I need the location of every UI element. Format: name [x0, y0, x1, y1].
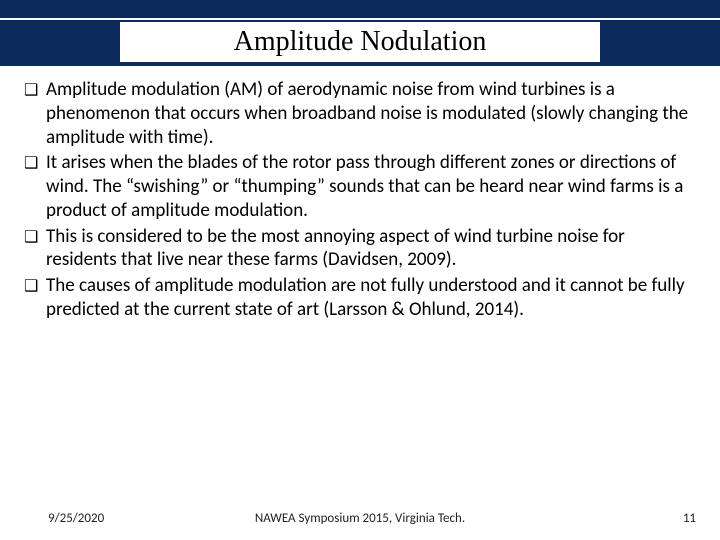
- bullet-text: Amplitude modulation (AM) of aerodynamic…: [46, 78, 696, 149]
- bullet-item: ❑ Amplitude modulation (AM) of aerodynam…: [24, 78, 696, 149]
- footer-venue: NAWEA Symposium 2015, Virginia Tech.: [255, 511, 465, 526]
- bullet-marker-icon: ❑: [24, 225, 46, 273]
- title-band: Amplitude Nodulation: [0, 20, 720, 66]
- bullet-item: ❑ It arises when the blades of the rotor…: [24, 151, 696, 222]
- bullet-text: The causes of amplitude modulation are n…: [46, 274, 696, 322]
- bullet-marker-icon: ❑: [24, 274, 46, 322]
- footer-page-number: 11: [683, 511, 696, 526]
- footer-date: 9/25/2020: [48, 511, 104, 526]
- bullet-item: ❑ This is considered to be the most anno…: [24, 225, 696, 273]
- bullet-marker-icon: ❑: [24, 78, 46, 149]
- content-area: ❑ Amplitude modulation (AM) of aerodynam…: [0, 66, 720, 322]
- footer: 9/25/2020 NAWEA Symposium 2015, Virginia…: [0, 511, 720, 526]
- slide-title: Amplitude Nodulation: [234, 26, 487, 58]
- bullet-marker-icon: ❑: [24, 151, 46, 222]
- title-container: Amplitude Nodulation: [120, 22, 600, 62]
- top-accent-band: [0, 0, 720, 18]
- bullet-text: It arises when the blades of the rotor p…: [46, 151, 696, 222]
- bullet-text: This is considered to be the most annoyi…: [46, 225, 696, 273]
- bullet-item: ❑ The causes of amplitude modulation are…: [24, 274, 696, 322]
